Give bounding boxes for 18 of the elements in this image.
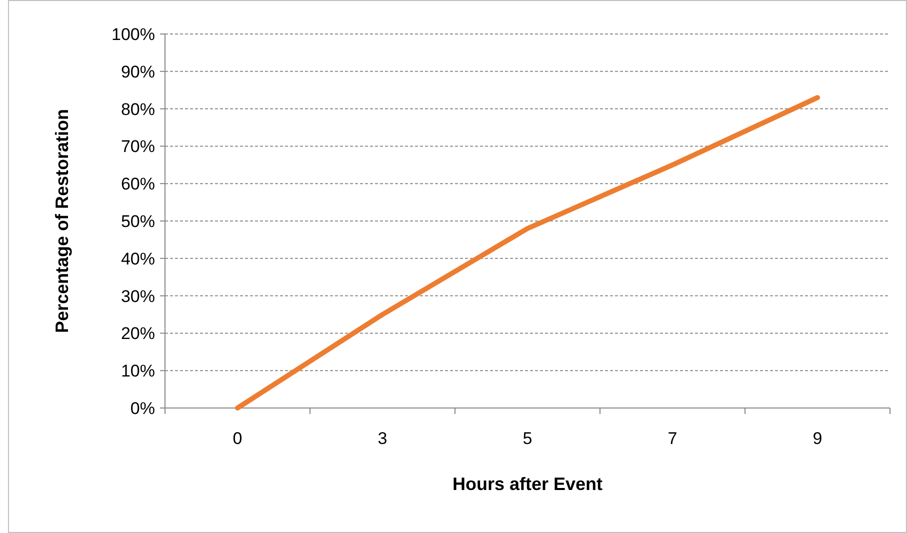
x-tick-label: 3 [378, 429, 388, 448]
y-tick-label: 90% [120, 62, 155, 82]
y-tick-label: 70% [120, 137, 155, 156]
y-tick-label: 20% [120, 324, 155, 344]
x-tick-label: 0 [232, 429, 242, 448]
y-tick-label: 50% [120, 212, 155, 231]
x-tick-label: 7 [668, 429, 678, 448]
y-tick-label: 100% [112, 24, 155, 44]
y-tick-label: 60% [120, 174, 155, 194]
x-axis-title: Hours after Event [452, 474, 603, 494]
y-tick-label: 30% [120, 286, 155, 306]
y-tick-label: 10% [120, 362, 155, 381]
y-axis-title: Percentage of Restoration [52, 108, 72, 334]
y-tick-label: 40% [120, 249, 155, 268]
y-tick-label: 80% [120, 100, 155, 119]
y-tick-label: 0% [130, 398, 155, 418]
x-tick-label: 9 [812, 429, 822, 448]
x-tick-label: 5 [522, 429, 532, 448]
